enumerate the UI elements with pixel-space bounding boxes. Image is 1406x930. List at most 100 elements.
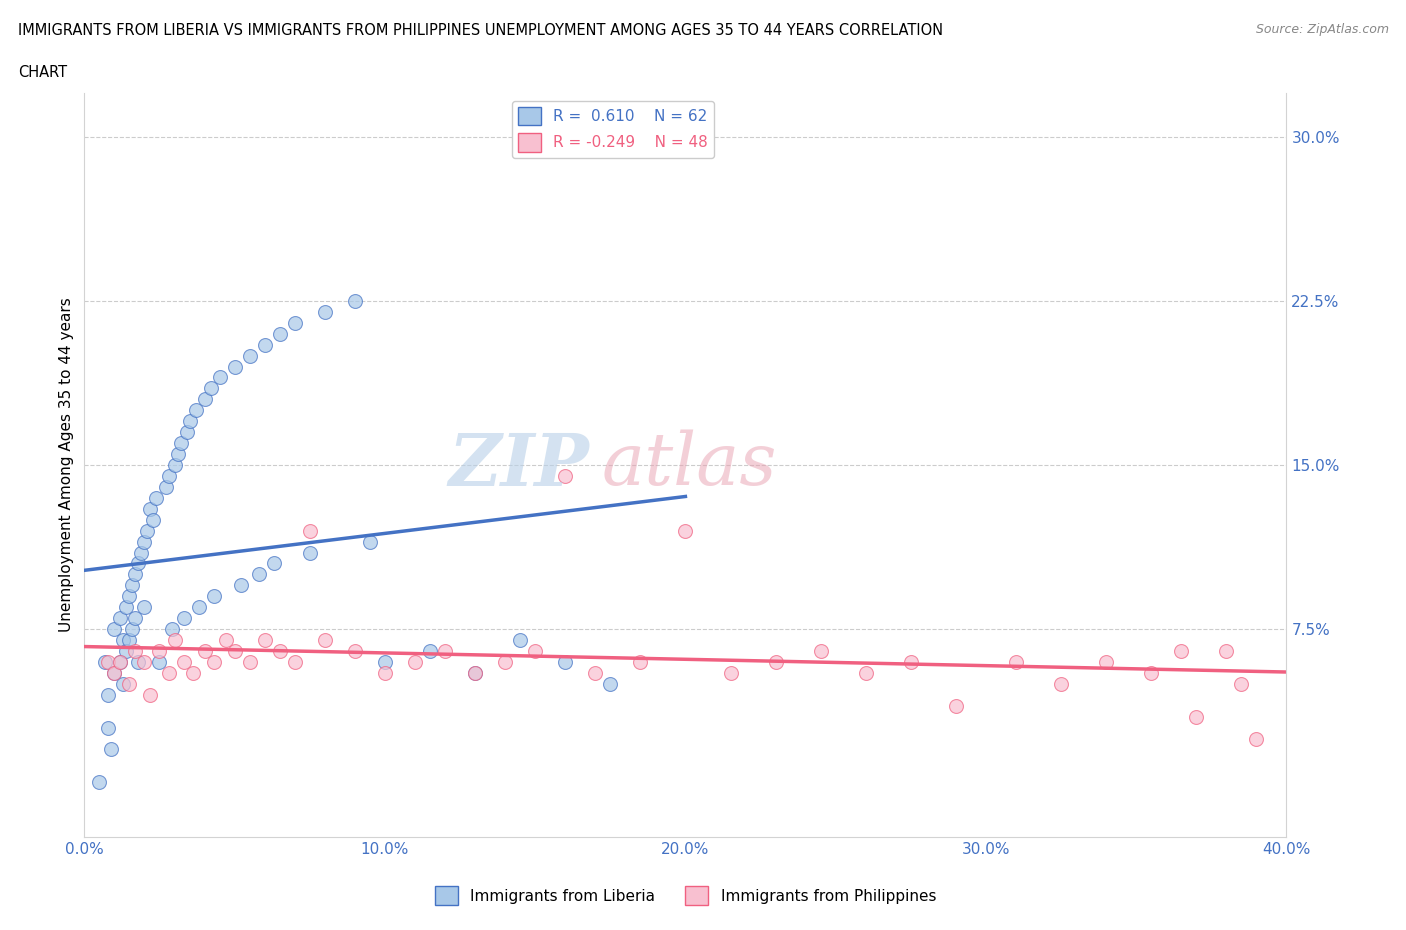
Point <box>97 720 120 735</box>
Point <box>115 600 138 615</box>
Point <box>1246 731 1268 746</box>
Point <box>103 666 125 681</box>
Point <box>269 326 291 341</box>
Point <box>110 655 132 670</box>
Point <box>181 666 204 681</box>
Point <box>284 655 307 670</box>
Point <box>628 655 651 670</box>
Point <box>810 644 832 658</box>
Point <box>720 666 742 681</box>
Point <box>599 676 621 691</box>
Point <box>139 687 162 702</box>
Point <box>253 338 276 352</box>
Point <box>284 315 307 330</box>
Point <box>434 644 457 658</box>
Point <box>419 644 441 658</box>
Point <box>89 775 111 790</box>
Point <box>184 403 207 418</box>
Point <box>187 600 209 615</box>
Point <box>163 458 186 472</box>
Point <box>202 589 225 604</box>
Point <box>110 655 132 670</box>
Point <box>127 556 149 571</box>
Point <box>554 469 576 484</box>
Point <box>298 545 321 560</box>
Point <box>239 655 262 670</box>
Point <box>169 435 191 450</box>
Point <box>239 348 262 363</box>
Text: IMMIGRANTS FROM LIBERIA VS IMMIGRANTS FROM PHILIPPINES UNEMPLOYMENT AMONG AGES 3: IMMIGRANTS FROM LIBERIA VS IMMIGRANTS FR… <box>18 23 943 38</box>
Point <box>494 655 516 670</box>
Point <box>374 666 396 681</box>
Point <box>229 578 252 592</box>
Point <box>134 600 156 615</box>
Point <box>97 687 120 702</box>
Point <box>103 621 125 636</box>
Point <box>509 632 531 647</box>
Legend: Immigrants from Liberia, Immigrants from Philippines: Immigrants from Liberia, Immigrants from… <box>429 881 942 911</box>
Point <box>115 644 138 658</box>
Point <box>855 666 877 681</box>
Point <box>166 446 188 461</box>
Point <box>1215 644 1237 658</box>
Point <box>163 632 186 647</box>
Point <box>134 534 156 549</box>
Point <box>112 676 135 691</box>
Point <box>404 655 426 670</box>
Point <box>139 501 162 516</box>
Point <box>118 632 141 647</box>
Text: ZIP: ZIP <box>449 430 589 500</box>
Point <box>173 655 195 670</box>
Point <box>134 655 156 670</box>
Point <box>314 304 336 319</box>
Point <box>208 370 231 385</box>
Point <box>253 632 276 647</box>
Point <box>148 655 170 670</box>
Point <box>118 589 141 604</box>
Point <box>314 632 336 647</box>
Point <box>583 666 606 681</box>
Point <box>524 644 547 658</box>
Point <box>124 611 146 626</box>
Point <box>124 567 146 582</box>
Point <box>224 644 246 658</box>
Point <box>145 490 167 505</box>
Point <box>263 556 285 571</box>
Y-axis label: Unemployment Among Ages 35 to 44 years: Unemployment Among Ages 35 to 44 years <box>59 298 75 632</box>
Point <box>464 666 486 681</box>
Point <box>1005 655 1028 670</box>
Point <box>1170 644 1192 658</box>
Point <box>103 666 125 681</box>
Point <box>131 545 153 560</box>
Point <box>247 567 270 582</box>
Point <box>97 655 120 670</box>
Point <box>675 524 697 538</box>
Point <box>1185 710 1208 724</box>
Point <box>1050 676 1073 691</box>
Point <box>173 611 195 626</box>
Point <box>148 644 170 658</box>
Point <box>343 294 366 309</box>
Point <box>359 534 381 549</box>
Point <box>1140 666 1163 681</box>
Point <box>121 621 143 636</box>
Point <box>118 676 141 691</box>
Point <box>194 392 217 406</box>
Point <box>224 359 246 374</box>
Text: CHART: CHART <box>18 65 67 80</box>
Point <box>157 469 180 484</box>
Point <box>121 578 143 592</box>
Point <box>124 644 146 658</box>
Point <box>269 644 291 658</box>
Point <box>100 742 122 757</box>
Point <box>160 621 183 636</box>
Point <box>179 414 201 429</box>
Point <box>127 655 149 670</box>
Point <box>194 644 217 658</box>
Text: Source: ZipAtlas.com: Source: ZipAtlas.com <box>1256 23 1389 36</box>
Text: atlas: atlas <box>602 430 776 500</box>
Point <box>464 666 486 681</box>
Point <box>155 480 177 495</box>
Point <box>1230 676 1253 691</box>
Point <box>214 632 236 647</box>
